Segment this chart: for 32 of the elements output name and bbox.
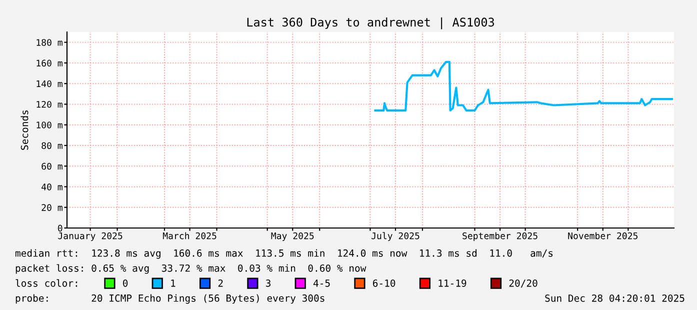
text: median rtt: 123.8 ms avg 160.6 ms max 113.5 ms min 124.0 ms now 11.3 ms sd 11.0 am/s (16, 249, 553, 259)
text: probe: 20 ICMP Echo Pings (56 Bytes) every 300s (16, 294, 324, 304)
y-tick-label: 180 m (36, 39, 62, 46)
y-tick-label: 60 m (42, 162, 62, 170)
y-tick-label: 100 m (36, 122, 62, 128)
y-tick-label: 0 (58, 224, 62, 232)
x-tick-label: March 2025 (162, 232, 216, 240)
y-tick-label: 40 m (42, 183, 62, 190)
line-series (374, 60, 674, 112)
legend-label: 1 (171, 280, 176, 287)
x-tick-label: May 2025 (271, 232, 314, 241)
y-axis-title: Seconds (20, 110, 28, 150)
legend-label: 0 (122, 279, 128, 287)
legend-label: 20/20 (509, 279, 538, 288)
legend-label: 4-5 (313, 280, 330, 287)
chart-title: Last 360 Days to andrewnet | AS1003 (247, 17, 494, 30)
legend-title: loss color: (16, 279, 78, 287)
y-tick-label: 120 m (36, 100, 62, 108)
text: packet loss: 0.65 % avg 33.72 % max 0.03 % min 0.60 % now (16, 264, 366, 274)
legend-label: 6-10 (372, 279, 396, 287)
y-tick-label: 140 m (36, 80, 62, 88)
y-tick-label: 20 m (42, 204, 62, 211)
y-tick-label: 160 m (36, 60, 62, 67)
y-tick-label: 80 m (42, 142, 62, 150)
legend-label: 2 (218, 279, 223, 287)
x-tick-label: July 2025 (372, 232, 420, 241)
x-tick-label: September 2025 (462, 232, 538, 241)
legend-label: 11-19 (438, 279, 466, 287)
text: Sun Dec 28 04:20:01 2025 (545, 294, 684, 302)
x-tick-label: November 2025 (568, 232, 638, 240)
x-tick-label: January 2025 (58, 232, 122, 241)
legend-label: 3 (266, 279, 270, 287)
